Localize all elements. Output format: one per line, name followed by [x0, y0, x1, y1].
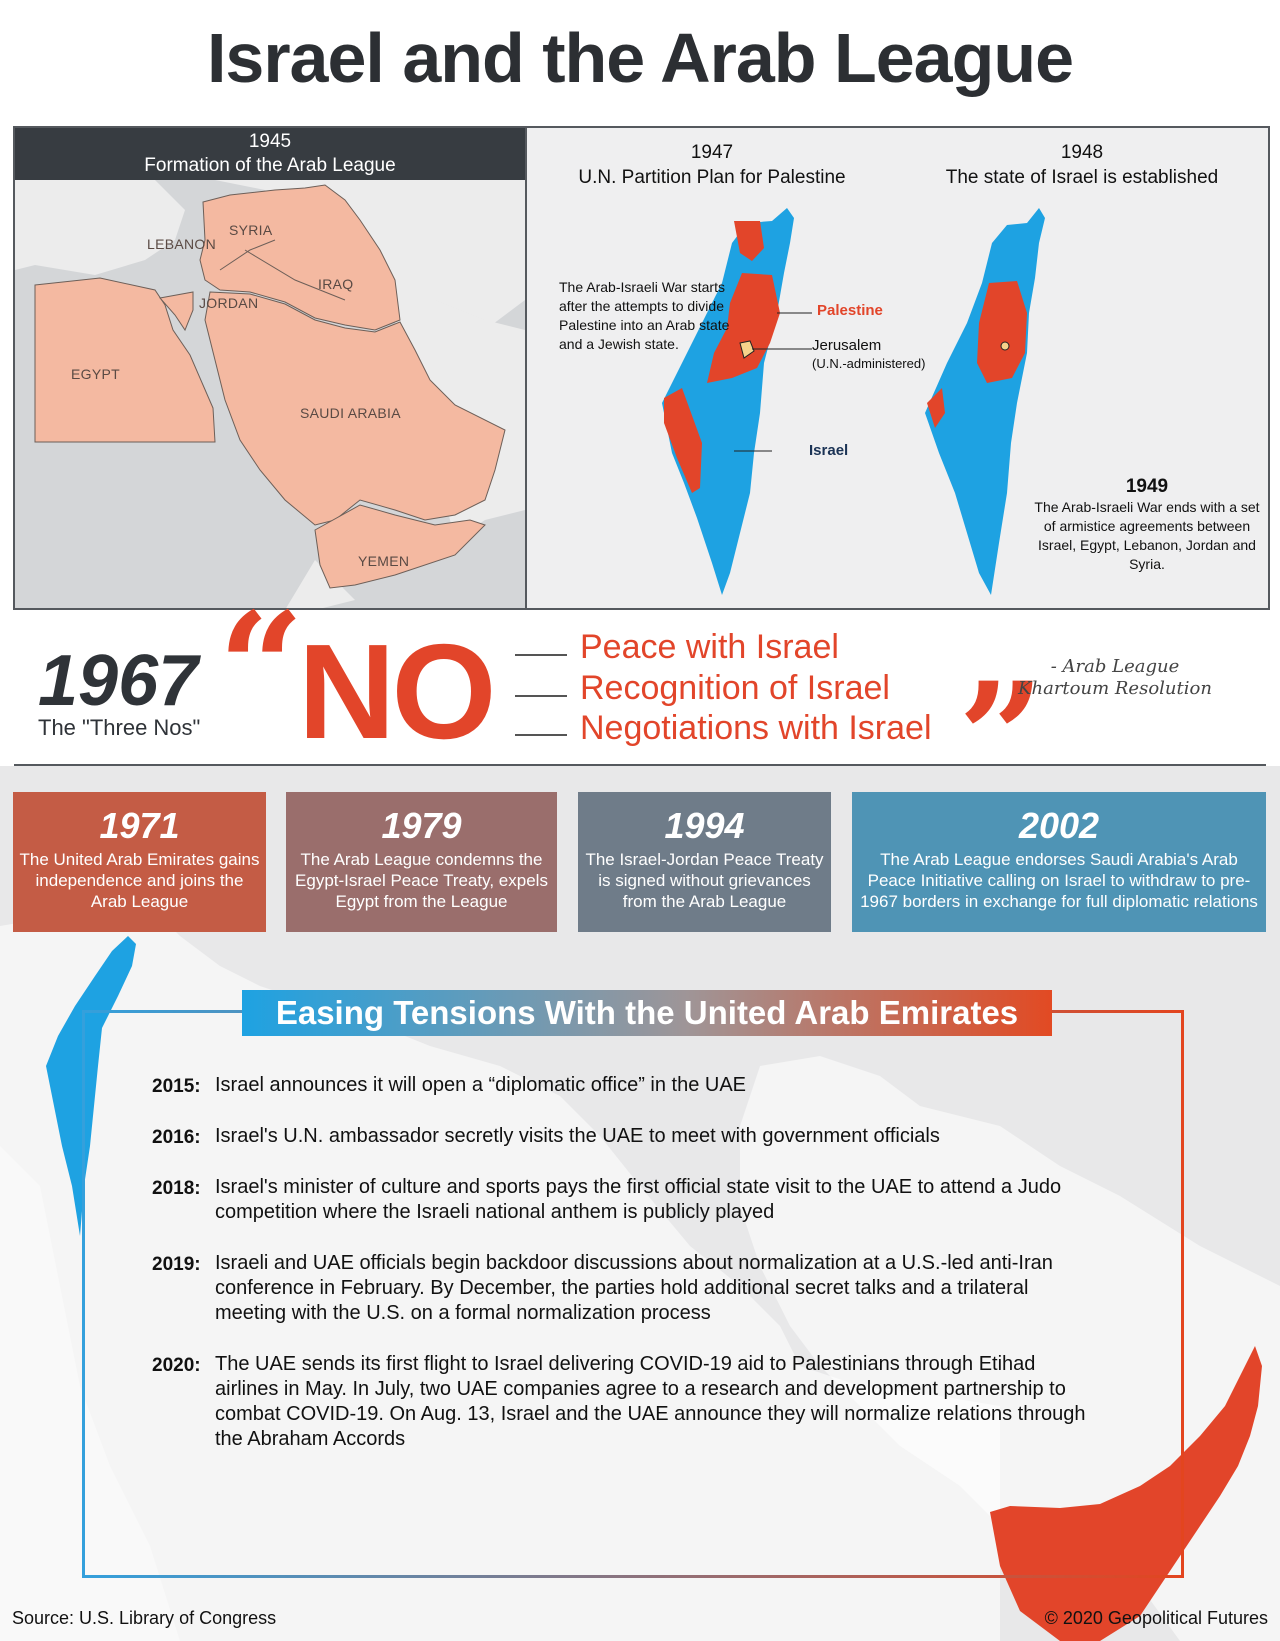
partition-map	[662, 208, 812, 595]
middle-east-map	[15, 180, 525, 608]
timeline-card-1994: 1994 The Israel-Jordan Peace Treaty is s…	[578, 792, 831, 932]
timeline-text: The Israel-Jordan Peace Treaty is signed…	[585, 850, 824, 911]
event-year: 2016:	[152, 1127, 201, 1148]
page-title: Israel and the Arab League	[206, 19, 1074, 97]
attribution-line2: Khartoum Resolution	[1018, 678, 1212, 699]
country-label-jordan: JORDAN	[199, 295, 259, 311]
jerusalem-sublabel: (U.N.-administered)	[812, 356, 926, 371]
formation-year: 1945	[248, 131, 292, 152]
no-item-peace: Peace with Israel	[580, 628, 839, 666]
timeline-card-1979: 1979 The Arab League condemns the Egypt-…	[286, 792, 557, 932]
event-year: 2018:	[152, 1178, 201, 1199]
three-nos-subtitle: The "Three Nos"	[38, 715, 201, 740]
establishment-year: 1948	[1060, 142, 1104, 163]
no-connector-line	[515, 734, 567, 736]
war-start-note: The Arab-Israeli War starts after the at…	[559, 279, 730, 352]
country-label-saudi-arabia: SAUDI ARABIA	[300, 405, 401, 421]
year-1967: 1967	[38, 641, 199, 721]
event-year: 2019:	[152, 1254, 201, 1275]
armistice-note: 1949 The Arab-Israeli War ends with a se…	[1027, 476, 1267, 574]
source-credit: Source: U.S. Library of Congress	[12, 1608, 277, 1628]
timeline-year: 1994	[664, 805, 745, 846]
timeline-card-2002: 2002 The Arab League endorses Saudi Arab…	[852, 792, 1266, 932]
country-label-lebanon: LEBANON	[147, 236, 217, 252]
timeline-year: 1979	[381, 805, 462, 846]
formation-header: 1945 Formation of the Arab League	[15, 128, 525, 180]
jerusalem-label: Jerusalem	[812, 337, 882, 354]
section-divider	[14, 764, 1266, 766]
timeline-text: The United Arab Emirates gains independe…	[19, 850, 260, 911]
formation-caption: Formation of the Arab League	[144, 155, 396, 176]
no-headline: NO	[298, 616, 496, 767]
country-label-syria: SYRIA	[229, 222, 273, 238]
no-item-recognition: Recognition of Israel	[580, 669, 890, 707]
event-year: 2015:	[152, 1076, 201, 1097]
israel-label: Israel	[809, 442, 849, 459]
event-text: Israeli and UAE officials begin backdoor…	[215, 1252, 1053, 1324]
no-connector-line	[515, 654, 567, 656]
uae-section-title: Easing Tensions With the United Arab Emi…	[242, 990, 1052, 1036]
open-quote-mark: “	[218, 580, 305, 756]
timeline-text: The Arab League condemns the Egypt-Israe…	[295, 850, 548, 911]
israel-1948-map	[925, 208, 1045, 595]
no-connector-line	[515, 695, 567, 697]
khartoum-attribution: - Arab League Khartoum Resolution	[1010, 656, 1220, 700]
timeline-text: The Arab League endorses Saudi Arabia's …	[860, 850, 1258, 911]
uae-section-frame	[82, 1010, 1184, 1578]
timeline-year: 2002	[1018, 805, 1100, 846]
arab-league-formation-map: 1945 Formation of the Arab League LEBANO…	[15, 128, 527, 608]
partition-header: 1947 U.N. Partition Plan for Palestine	[547, 140, 877, 190]
event-text: Israel announces it will open a “diploma…	[215, 1074, 747, 1096]
event-text: Israel's minister of culture and sports …	[215, 1176, 1062, 1223]
three-nos-section: 1967 The "Three Nos" “ NO Peace with Isr…	[0, 580, 1280, 826]
palestine-label: Palestine	[817, 302, 883, 319]
armistice-text: The Arab-Israeli War ends with a set of …	[1034, 499, 1260, 572]
event-year: 2020:	[152, 1355, 201, 1376]
no-item-negotiations: Negotiations with Israel	[580, 709, 932, 747]
establishment-header: 1948 The state of Israel is established	[912, 140, 1252, 190]
partition-caption: U.N. Partition Plan for Palestine	[578, 167, 846, 188]
timeline-year: 1971	[99, 805, 180, 846]
event-text: Israel's U.N. ambassador secretly visits…	[215, 1125, 940, 1147]
establishment-caption: The state of Israel is established	[945, 167, 1219, 188]
partition-year: 1947	[690, 142, 734, 163]
country-label-yemen: YEMEN	[358, 553, 410, 569]
armistice-year: 1949	[1125, 476, 1169, 497]
country-label-egypt: EGYPT	[71, 366, 120, 382]
copyright-notice: © 2020 Geopolitical Futures	[1044, 1608, 1268, 1628]
event-text: The UAE sends its first flight to Israel…	[215, 1353, 1086, 1450]
attribution-line1: - Arab League	[1050, 656, 1180, 677]
partition-and-establishment: 1947 U.N. Partition Plan for Palestine 1…	[527, 128, 1268, 608]
timeline-card-1971: 1971 The United Arab Emirates gains inde…	[13, 792, 266, 932]
country-label-iraq: IRAQ	[318, 276, 354, 292]
history-maps-panel: 1945 Formation of the Arab League LEBANO…	[13, 126, 1270, 610]
